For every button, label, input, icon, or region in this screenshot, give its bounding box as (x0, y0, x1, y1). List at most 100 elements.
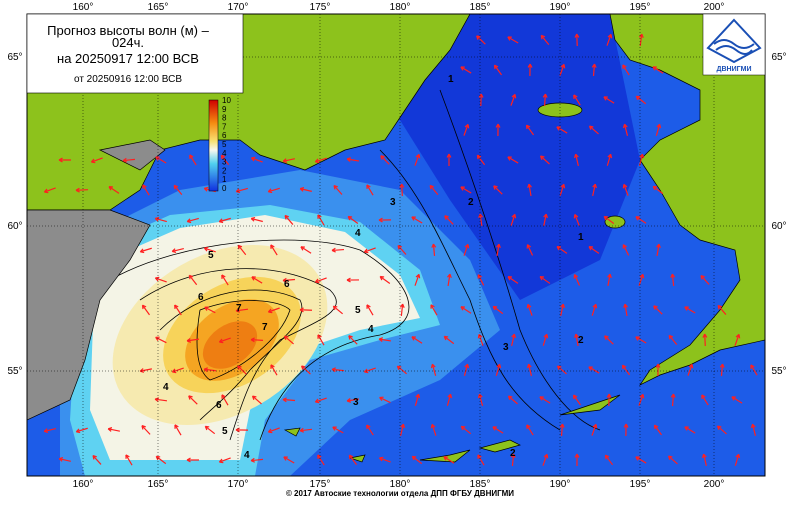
wave-arrow (414, 153, 421, 166)
wave-arrow (174, 304, 182, 316)
wave-arrow (154, 276, 167, 283)
wave-arrow (670, 393, 676, 407)
wave-arrow (218, 217, 231, 224)
wave-arrow (559, 63, 566, 76)
wave-arrow (155, 455, 167, 465)
wave-arrow (446, 393, 453, 406)
wave-arrow (366, 424, 374, 436)
arrows (43, 33, 758, 467)
wave-arrow (477, 393, 484, 406)
title: на 20250917 12:00 ВСВ (57, 51, 199, 66)
lon-label: 170° (228, 479, 249, 490)
contour-label: 7 (236, 303, 242, 314)
colorbar-tick-label: 5 (222, 140, 227, 149)
wave-arrow (270, 364, 278, 376)
wave-arrow (43, 427, 56, 434)
wave-arrow (186, 338, 200, 343)
wave-arrow (495, 363, 502, 376)
wave-arrow (496, 243, 501, 257)
land-kamchatka (27, 139, 166, 421)
colorbar-tick-label: 9 (222, 105, 227, 114)
wave-arrow (588, 125, 599, 135)
wave-arrow (652, 185, 664, 195)
contour-label: 2 (510, 448, 516, 459)
wave-arrow (543, 213, 548, 226)
wave-arrow (556, 245, 568, 254)
wave-arrow (526, 363, 533, 376)
wave-arrow (731, 396, 743, 404)
wave-arrow (251, 276, 263, 284)
wave-arrow (108, 186, 120, 194)
logo-mark (706, 18, 762, 64)
colorbar-tick-label: 7 (222, 122, 227, 131)
colorbar-tick-label: 2 (222, 166, 227, 175)
lat-label: 65° (771, 52, 786, 63)
wave-arrow (411, 455, 423, 465)
contour-label: 4 (355, 228, 361, 239)
wave-arrow (250, 337, 264, 343)
wave-arrow (539, 396, 551, 404)
wave-arrow (284, 214, 294, 225)
wave-arrow (607, 273, 612, 287)
footer: © 2017 Автоские технологии отдела ДПП ФГ… (286, 489, 514, 498)
wave-arrow (507, 36, 519, 44)
colorbar-tick-label: 6 (222, 131, 227, 140)
wave-arrow (430, 423, 437, 436)
wave-arrow (603, 96, 615, 104)
wave-arrow (734, 333, 741, 346)
wave-arrow (670, 273, 676, 287)
wave-arrow (203, 246, 216, 253)
lon-label: 190° (550, 2, 571, 13)
lon-label: 185° (470, 2, 491, 13)
wave-arrow (221, 274, 229, 286)
wave-arrow (430, 304, 438, 316)
wave-arrow (653, 305, 663, 315)
wave-arrow (237, 365, 247, 375)
contour-label: 7 (262, 322, 268, 333)
lat-label: 55° (7, 366, 22, 377)
wave-arrow (622, 244, 630, 256)
logo-text: ДВНИГМИ (717, 66, 752, 73)
lon-label: 180° (390, 479, 411, 490)
lon-label: 165° (148, 2, 169, 13)
wave-arrow (574, 333, 579, 347)
wave-arrow (331, 367, 345, 373)
wave-arrow (716, 425, 727, 435)
wave-arrow (734, 453, 741, 466)
wave-arrow (559, 183, 566, 196)
wave-arrow (411, 216, 423, 224)
wave-arrow (58, 457, 71, 462)
wave-arrow (460, 425, 472, 435)
subtitle: от 20250916 12:00 ВСВ (74, 74, 182, 85)
wave-arrow (510, 93, 517, 106)
wave-arrow (250, 216, 263, 223)
wave-arrow (204, 306, 216, 314)
wave-arrow (58, 157, 72, 163)
contour-label: 6 (198, 292, 204, 303)
wave-arrow (493, 64, 503, 76)
wave-arrow (299, 186, 312, 192)
wave-arrow (173, 184, 183, 196)
colorbar-tick-label: 0 (222, 184, 227, 193)
wave-arrow (363, 247, 376, 254)
wave-arrow (299, 307, 313, 313)
title: 024ч. (112, 35, 144, 50)
wave-arrow (346, 157, 360, 162)
wave-arrow (301, 365, 311, 375)
wave-arrow (204, 425, 216, 435)
wave-arrow (189, 154, 197, 166)
lon-label: 160° (73, 479, 94, 490)
wave-arrow (431, 243, 437, 257)
wave-arrow (346, 277, 360, 283)
wave-arrow (507, 395, 518, 405)
contour-label: 1 (448, 74, 454, 85)
lat-label: 60° (7, 221, 22, 232)
wave-arrow (526, 244, 534, 256)
wave-arrow (604, 335, 614, 345)
wave-arrow (378, 456, 391, 463)
colorbar-tick-label: 8 (222, 114, 227, 123)
contours (109, 89, 601, 441)
wave-arrow (75, 187, 89, 193)
lon-label: 185° (470, 479, 491, 490)
lon-label: 175° (310, 2, 331, 13)
